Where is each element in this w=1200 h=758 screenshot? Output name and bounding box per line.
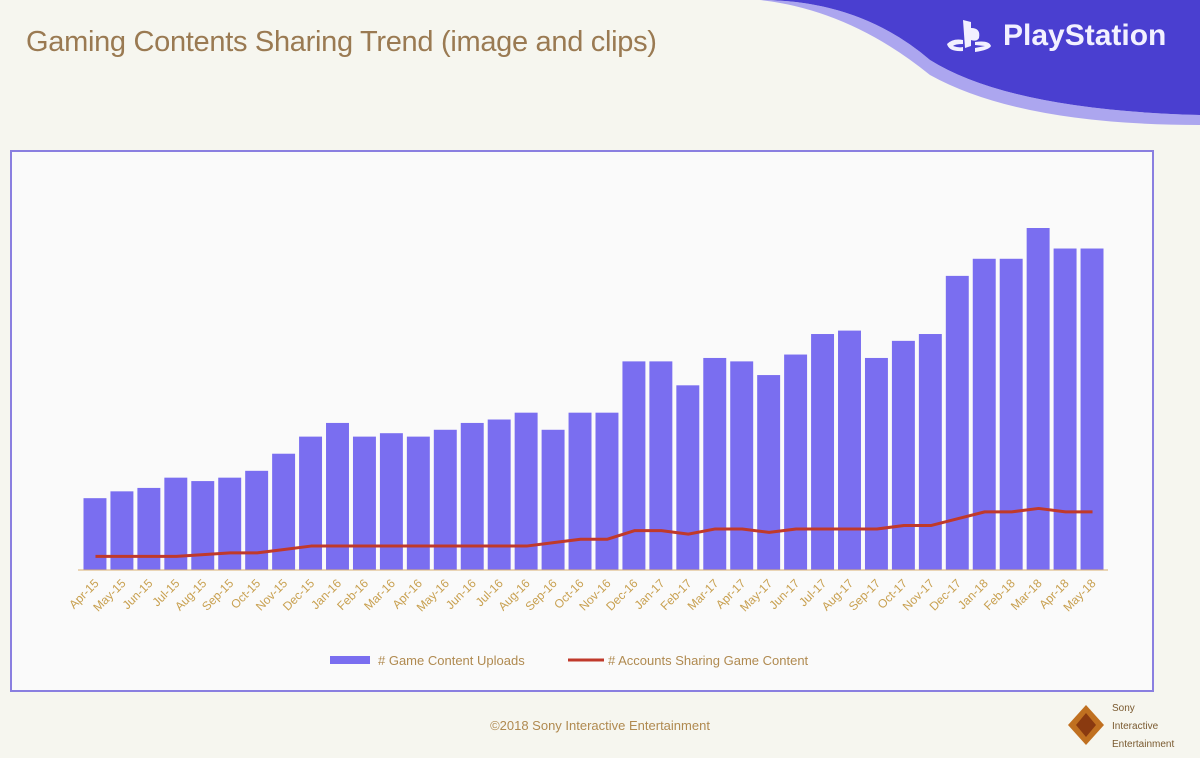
bar [299, 436, 323, 570]
bar [245, 470, 269, 570]
playstation-logo: PlayStation [945, 18, 1166, 54]
bar [406, 436, 430, 570]
bar [83, 498, 107, 570]
legend-swatch-uploads [330, 656, 370, 664]
bar [757, 375, 781, 570]
bar [326, 422, 349, 570]
bar [730, 361, 754, 570]
header-swoosh-decoration [760, 0, 1200, 125]
bar [999, 258, 1023, 570]
sie-logo-line: Sony [1112, 703, 1135, 714]
bar [622, 361, 646, 570]
bar [891, 340, 915, 570]
x-tick-label: Mar-17 [685, 576, 722, 613]
playstation-logo-icon [947, 20, 991, 52]
x-tick-label: Jun-15 [120, 576, 156, 612]
legend-label-uploads: # Game Content Uploads [378, 653, 525, 668]
bar [838, 330, 861, 570]
series-line [95, 506, 1093, 558]
bar [649, 361, 673, 570]
x-tick-label: Mar-16 [361, 576, 398, 613]
sie-logo-line: Interactive [1112, 721, 1159, 732]
bar [541, 429, 565, 570]
bar [218, 477, 242, 570]
bar [433, 429, 457, 570]
sie-logo-icon [1068, 705, 1104, 745]
bar [352, 436, 376, 570]
bar [460, 422, 484, 570]
bar [1080, 248, 1104, 570]
bar [568, 412, 592, 570]
bar [784, 354, 808, 570]
bar [272, 453, 296, 570]
bar [191, 481, 215, 570]
x-tick-label: Mar-18 [1008, 576, 1045, 613]
bar [164, 477, 188, 570]
bar [703, 357, 727, 570]
bar [1053, 248, 1077, 570]
bar [137, 487, 161, 570]
bar [487, 419, 511, 570]
legend-label-accounts: # Accounts Sharing Game Content [608, 653, 809, 668]
bar [110, 491, 134, 570]
bar [1026, 228, 1050, 570]
slide-title: Gaming Contents Sharing Trend (image and… [26, 26, 657, 58]
bar [918, 334, 942, 570]
bar [379, 433, 403, 570]
sie-logo-line: Entertainment [1112, 739, 1175, 750]
bar [864, 357, 888, 570]
sie-logo: Sony Interactive Entertainment [1066, 698, 1174, 752]
bar [945, 275, 969, 570]
brand-name: PlayStation [1003, 19, 1167, 52]
bar [676, 385, 700, 570]
bar [514, 412, 538, 570]
bar [811, 334, 835, 570]
bar [595, 412, 619, 570]
copyright-footer: ©2018 Sony Interactive Entertainment [490, 718, 710, 733]
x-tick-label: Jun-16 [443, 576, 479, 612]
bar [972, 258, 996, 570]
x-tick-label: Jun-17 [766, 576, 802, 612]
